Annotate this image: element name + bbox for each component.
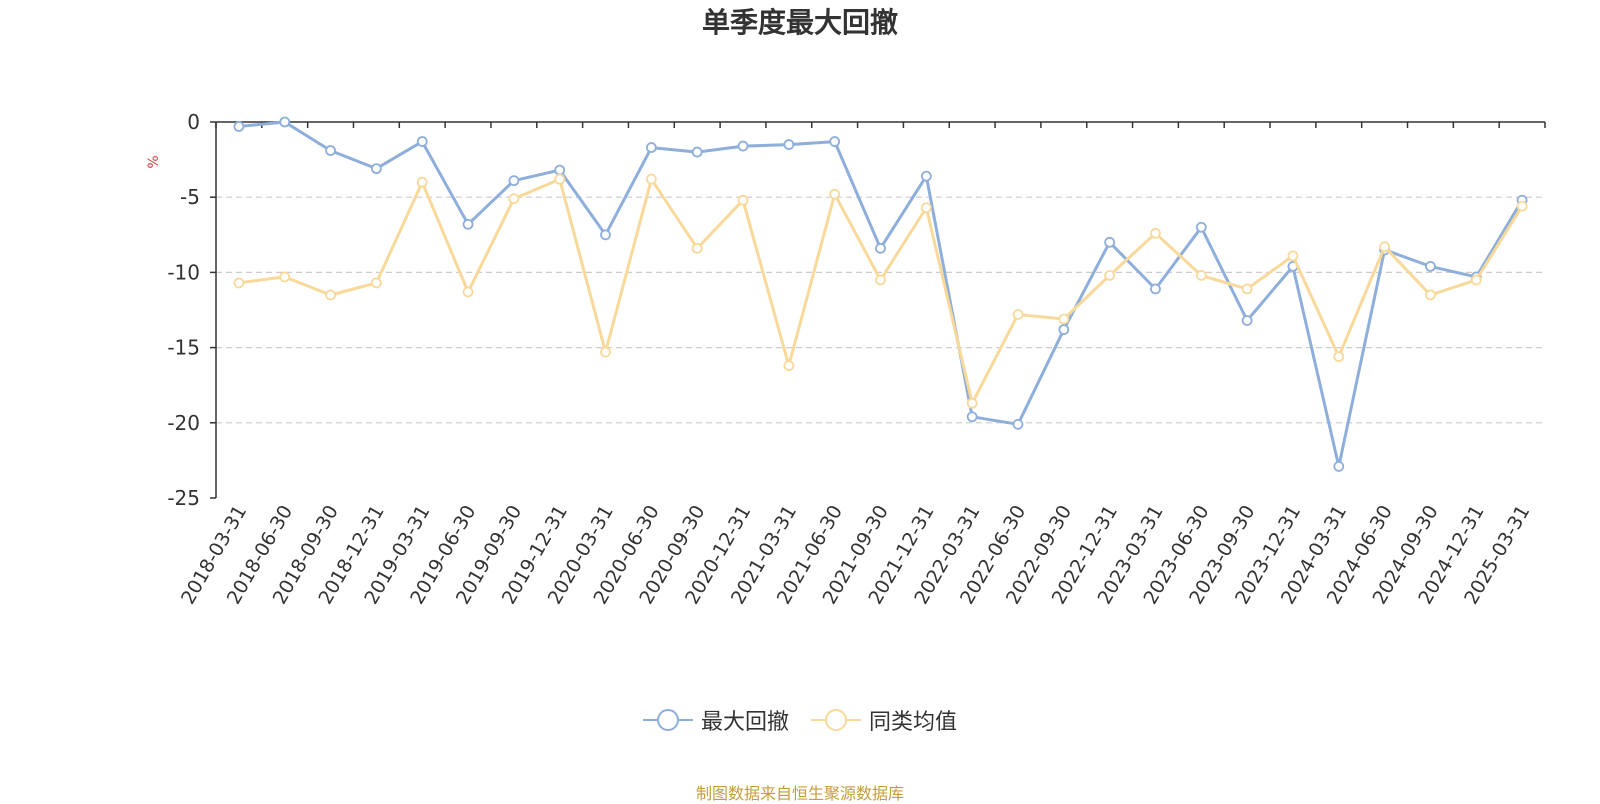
data-point — [554, 164, 566, 176]
data-point — [875, 274, 886, 286]
legend-marker-series-2 — [811, 709, 861, 731]
data-point — [600, 229, 611, 241]
y-tick-label: 0 — [187, 110, 200, 134]
source-note: 制图数据来自恒生聚源数据库 — [695, 784, 904, 803]
data-point — [1012, 418, 1024, 430]
data-point — [691, 146, 703, 158]
series-2 — [233, 173, 1528, 409]
data-point — [829, 188, 841, 200]
data-point — [645, 173, 657, 185]
series-1 — [233, 116, 1528, 472]
data-point — [783, 139, 795, 150]
data-point — [1012, 309, 1024, 320]
y-tick-label: -5 — [180, 185, 200, 209]
data-point — [325, 145, 336, 156]
data-point — [737, 194, 749, 206]
legend-label-series-2: 同类均值 — [869, 710, 958, 735]
data-point — [462, 218, 474, 230]
data-point — [1379, 241, 1391, 253]
data-point — [1195, 270, 1207, 281]
data-point — [1195, 221, 1207, 233]
data-point — [1287, 250, 1299, 262]
y-tick-label: -10 — [167, 260, 200, 284]
legend-item-series-2[interactable]: 同类均值 — [811, 704, 957, 736]
data-point — [370, 163, 382, 175]
data-point — [279, 116, 291, 128]
data-point — [1104, 236, 1116, 248]
data-point — [462, 286, 474, 298]
data-point — [416, 176, 428, 188]
chart-title: 单季度最大回撤 — [702, 6, 898, 39]
series-line — [238, 177, 1524, 405]
data-point — [737, 140, 749, 152]
data-point — [1058, 313, 1070, 325]
data-point — [279, 271, 291, 283]
data-point — [233, 277, 245, 289]
data-point — [829, 136, 841, 147]
legend-item-series-1[interactable]: 最大回撤 — [642, 704, 789, 736]
data-point — [1425, 289, 1436, 301]
data-point — [554, 173, 566, 185]
data-point — [1150, 283, 1161, 295]
data-point — [966, 397, 978, 409]
y-tick-label: -25 — [167, 486, 200, 510]
data-point — [1333, 461, 1345, 472]
data-point — [645, 142, 657, 153]
data-point — [920, 170, 932, 182]
y-tick-label: -20 — [167, 411, 200, 435]
gridlines — [216, 196, 1545, 424]
series-lines — [233, 116, 1528, 472]
y-tick-label: -15 — [167, 336, 200, 360]
data-point — [325, 289, 336, 301]
data-point — [508, 193, 520, 205]
y-axis-label: % — [146, 155, 162, 168]
data-point — [508, 175, 520, 187]
data-point — [1058, 324, 1070, 335]
data-point — [600, 346, 611, 358]
data-point — [966, 411, 978, 423]
data-point — [783, 360, 795, 372]
data-point — [920, 202, 932, 214]
data-point — [1150, 227, 1161, 239]
data-point — [1516, 200, 1528, 212]
data-point — [370, 277, 382, 289]
data-point — [416, 136, 428, 147]
data-point — [1104, 270, 1116, 281]
data-point — [1470, 274, 1482, 286]
legend: 最大回撤 同类均值 — [0, 704, 1600, 736]
data-point — [1241, 283, 1253, 295]
data-point — [1425, 260, 1436, 272]
legend-label-series-1: 最大回撤 — [700, 710, 789, 735]
data-point — [233, 121, 245, 132]
y-axis: 0 -5 -10 -15 -20 -25 — [167, 110, 217, 510]
data-point — [875, 242, 886, 254]
legend-marker-series-1 — [642, 709, 693, 731]
data-point — [1241, 315, 1253, 326]
series-line — [238, 120, 1524, 468]
data-point — [1333, 351, 1345, 363]
data-point — [691, 242, 703, 254]
line-chart: 单季度最大回撤 % 0 -5 -10 -15 -20 -25 2018-03-312018… — [146, 6, 1546, 608]
x-axis: 2018-03-312018-06-302018-09-302018-12-31… — [177, 121, 1546, 608]
